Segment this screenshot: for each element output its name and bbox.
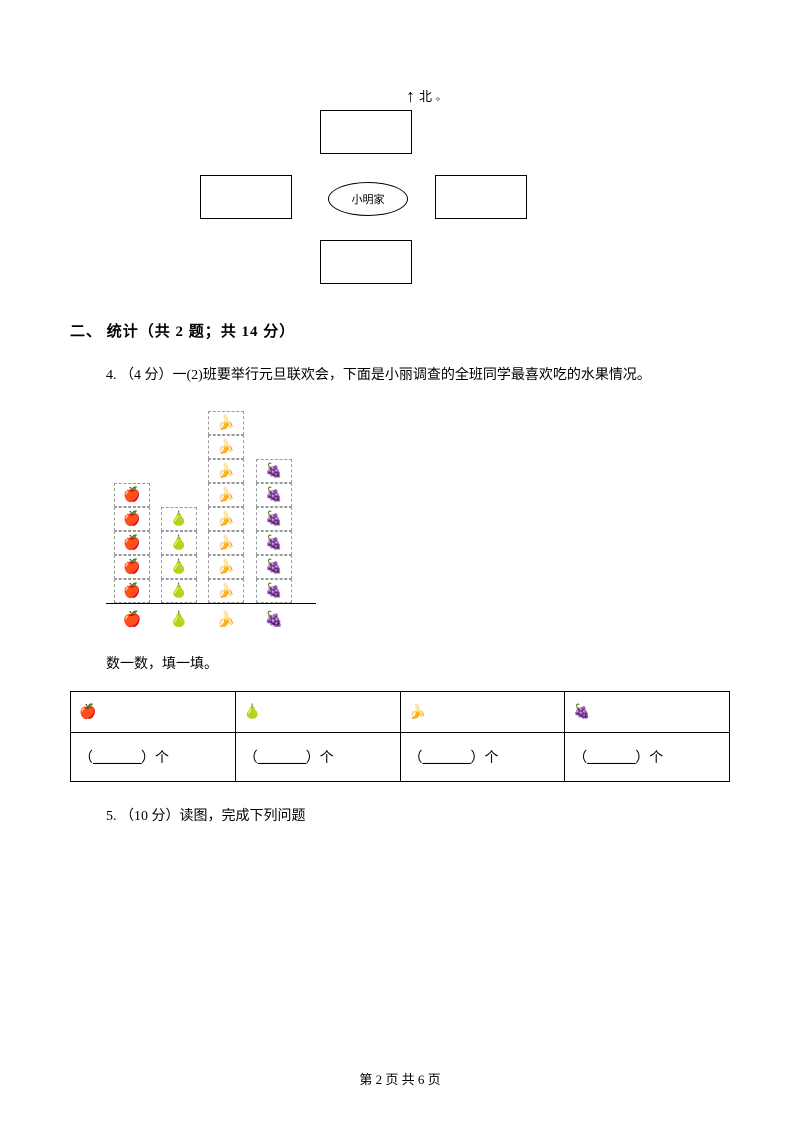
pictograph-cell: 🍌 bbox=[208, 483, 244, 507]
table-blank-cell: （________）个 bbox=[565, 733, 730, 782]
pictograph-cell: 🍎 bbox=[114, 555, 150, 579]
pictograph-cell: 🍌 bbox=[208, 579, 244, 603]
box-east bbox=[435, 175, 527, 219]
pictograph-cell: 🍇 bbox=[256, 531, 292, 555]
pictograph-cell: 🍌 bbox=[208, 435, 244, 459]
section-2-heading: 二、 统计（共 2 题；共 14 分） bbox=[70, 320, 730, 341]
pictograph-cell: 🍐 bbox=[161, 555, 197, 579]
pictograph-cell: 🍌 bbox=[208, 459, 244, 483]
pictograph-cell: 🍇 bbox=[256, 555, 292, 579]
center-label: 小明家 bbox=[352, 191, 385, 207]
table-icon-cell: 🍇 bbox=[565, 692, 730, 733]
box-south bbox=[320, 240, 412, 284]
north-indicator: ↑ 北 。 bbox=[406, 86, 446, 105]
table-blank-cell: （________）个 bbox=[71, 733, 236, 782]
table-icon-cell: 🍎 bbox=[71, 692, 236, 733]
table-blank-cell: （________）个 bbox=[235, 733, 400, 782]
legend-icon: 🍇 bbox=[256, 607, 292, 631]
legend-icon: 🍎 bbox=[114, 607, 150, 631]
q4-pictograph: 🍎🍎🍎🍎🍎🍐🍐🍐🍐🍌🍌🍌🍌🍌🍌🍌🍌🍇🍇🍇🍇🍇🍇 🍎🍐🍌🍇 bbox=[106, 406, 326, 631]
pictograph-cell: 🍌 bbox=[208, 555, 244, 579]
pictograph-cell: 🍇 bbox=[256, 459, 292, 483]
pictograph-cell: 🍇 bbox=[256, 483, 292, 507]
pictograph-cell: 🍎 bbox=[114, 579, 150, 603]
map-diagram: ↑ 北 。 小明家 bbox=[180, 80, 540, 290]
page-footer: 第 2 页 共 6 页 bbox=[0, 1069, 800, 1088]
legend-icon: 🍌 bbox=[208, 607, 244, 631]
pictograph-column: 🍐🍐🍐🍐 bbox=[161, 507, 197, 603]
north-punct: 。 bbox=[436, 88, 446, 103]
pictograph-baseline bbox=[106, 603, 316, 604]
pictograph-cell: 🍐 bbox=[161, 507, 197, 531]
pictograph-column: 🍎🍎🍎🍎🍎 bbox=[114, 483, 150, 603]
pictograph-cell: 🍌 bbox=[208, 531, 244, 555]
north-arrow-icon: ↑ bbox=[406, 87, 415, 105]
q5-text: 5. （10 分）读图，完成下列问题 bbox=[106, 804, 730, 829]
table-icon-cell: 🍌 bbox=[400, 692, 565, 733]
pictograph-cell: 🍐 bbox=[161, 531, 197, 555]
q4-text: 4. （4 分）一(2)班要举行元旦联欢会，下面是小丽调查的全班同学最喜欢吃的水… bbox=[106, 363, 730, 388]
pictograph-cell: 🍎 bbox=[114, 507, 150, 531]
pictograph-column: 🍇🍇🍇🍇🍇🍇 bbox=[256, 459, 292, 603]
pictograph-cell: 🍇 bbox=[256, 579, 292, 603]
pictograph-cell: 🍌 bbox=[208, 411, 244, 435]
pictograph-cell: 🍎 bbox=[114, 531, 150, 555]
pictograph-cell: 🍌 bbox=[208, 507, 244, 531]
pictograph-cell: 🍎 bbox=[114, 483, 150, 507]
pictograph-cell: 🍐 bbox=[161, 579, 197, 603]
box-north bbox=[320, 110, 412, 154]
q4-answer-table: 🍎🍐🍌🍇 （________）个（________）个（________）个（_… bbox=[70, 691, 730, 782]
table-blank-cell: （________）个 bbox=[400, 733, 565, 782]
pictograph-cell: 🍇 bbox=[256, 507, 292, 531]
box-west bbox=[200, 175, 292, 219]
legend-icon: 🍐 bbox=[161, 607, 197, 631]
q4-count-prompt: 数一数，填一填。 bbox=[106, 653, 730, 673]
center-oval: 小明家 bbox=[328, 182, 408, 216]
north-label: 北 bbox=[419, 86, 432, 105]
table-icon-cell: 🍐 bbox=[235, 692, 400, 733]
pictograph-column: 🍌🍌🍌🍌🍌🍌🍌🍌 bbox=[208, 411, 244, 603]
